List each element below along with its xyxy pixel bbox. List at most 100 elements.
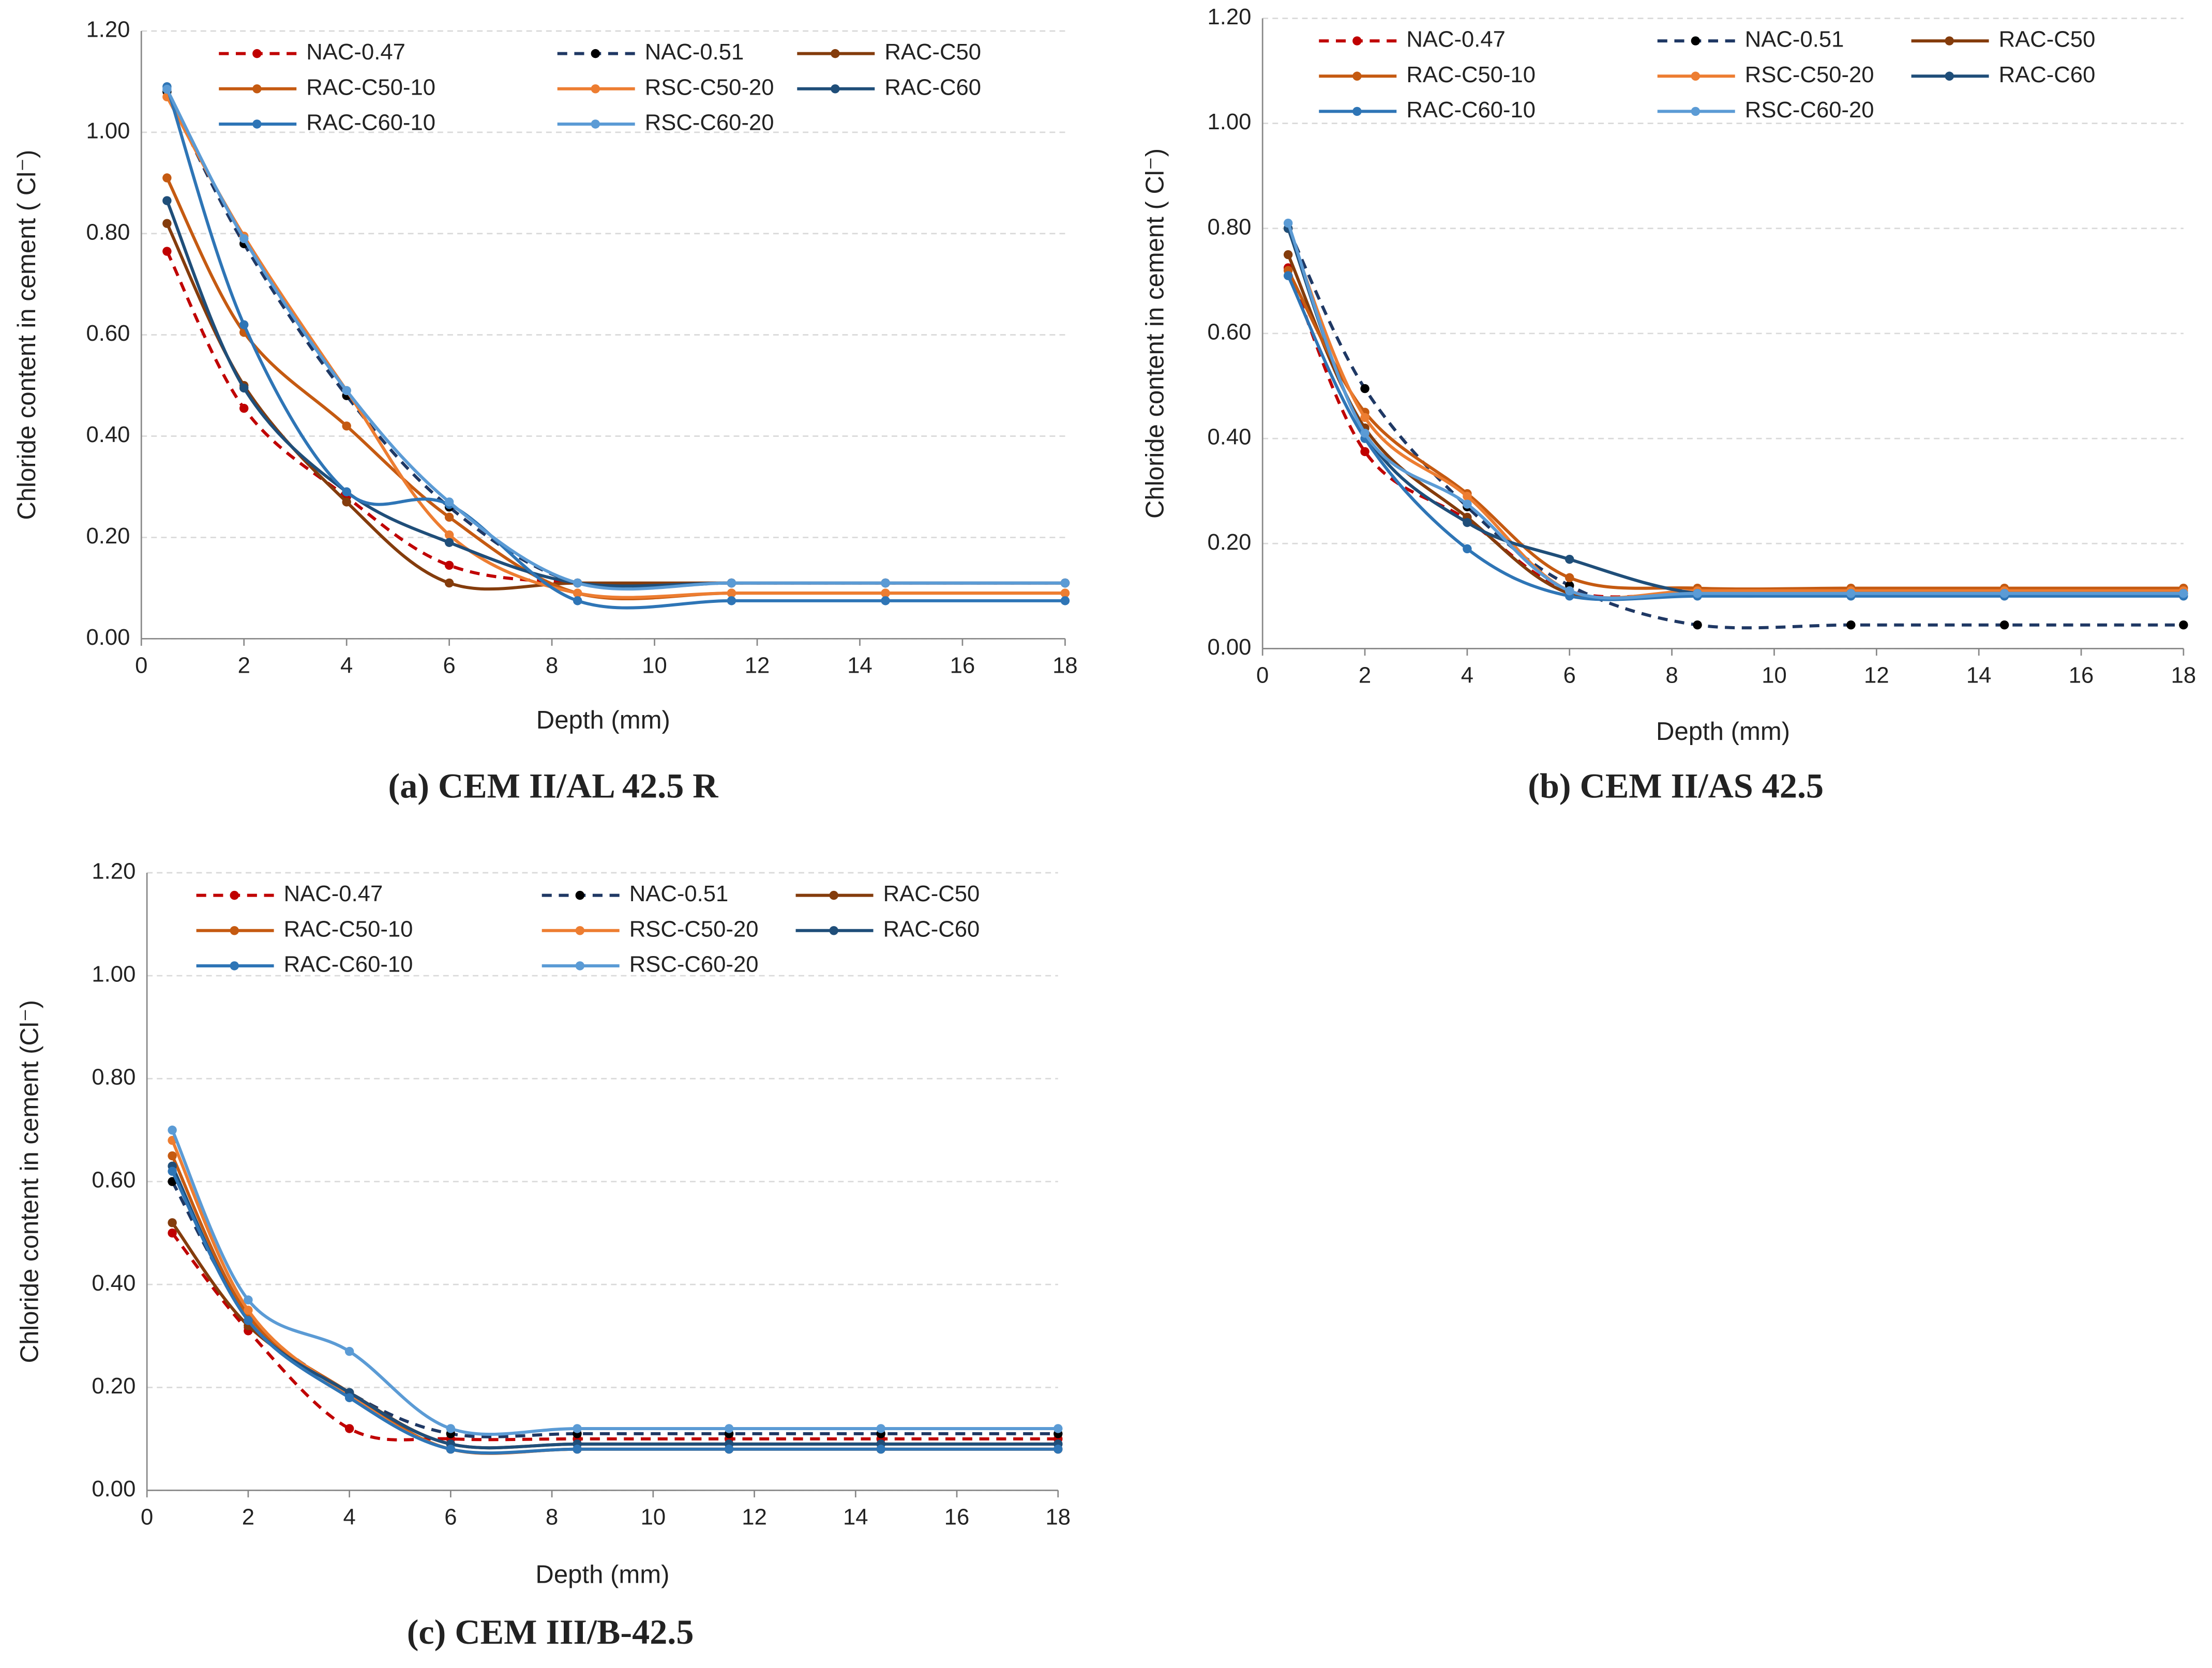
series-line [1286, 267, 2184, 599]
x-axis-label: Depth (mm) [536, 706, 670, 734]
data-point [244, 1306, 253, 1315]
legend-marker [1691, 107, 1701, 116]
data-point [342, 421, 351, 431]
x-tick-label: 12 [745, 653, 770, 678]
series-line [165, 91, 1065, 590]
chart-title: (a) CEM II/AL 42.5 R [388, 766, 719, 806]
y-tick-label: 0.20 [1207, 530, 1251, 555]
x-tick-label: 18 [1046, 1505, 1071, 1529]
legend-marker [252, 49, 262, 58]
data-point [1463, 492, 1472, 501]
x-tick-label: 16 [2069, 663, 2094, 688]
series-line [171, 1155, 1058, 1455]
chart-title: (c) CEM III/B-42.5 [407, 1612, 694, 1651]
series-line [1287, 269, 2184, 591]
legend-marker [1691, 71, 1701, 81]
legend-label: RAC-C60 [884, 75, 981, 100]
x-tick-label: 4 [1461, 663, 1473, 688]
x-tick-label: 2 [242, 1505, 254, 1529]
data-point [344, 1346, 354, 1356]
data-point [162, 219, 172, 228]
series-line [171, 1140, 1058, 1455]
chart: 0.00 0.20 0.40 0.60 0.80 1.00 1.20 0 2 4 6 8 10 12 14 1… [13, 18, 1078, 806]
legend-label: RAC-C60-10 [306, 111, 435, 135]
y-tick-label: 1.00 [92, 962, 136, 987]
legend-marker [591, 49, 600, 58]
series-line [1286, 254, 2184, 601]
series-line [171, 1232, 1058, 1442]
data-point [342, 386, 351, 396]
x-axis-label: Depth (mm) [535, 1561, 669, 1589]
legend-marker [575, 890, 585, 900]
data-point [724, 1445, 734, 1454]
legend-marker [1691, 36, 1701, 46]
legend-label: RAC-C50-10 [306, 75, 435, 100]
y-tick-label: 1.20 [86, 18, 130, 42]
legend-label: RSC-C60-20 [645, 111, 774, 135]
data-point [727, 588, 736, 598]
data-point [162, 173, 172, 183]
data-point [444, 530, 454, 540]
y-tick-label: 0.60 [86, 321, 130, 346]
x-tick-label: 6 [1563, 663, 1576, 688]
y-tick-label: 0.80 [86, 220, 130, 245]
legend-label: RAC-C50 [1999, 27, 2096, 52]
legend-label: RSC-C60-20 [629, 952, 759, 977]
data-point [168, 1166, 177, 1176]
data-point [1360, 413, 1370, 422]
data-point [446, 1424, 456, 1433]
legend-marker [831, 49, 840, 58]
legend-label: RSC-C60-20 [1745, 98, 1874, 123]
y-tick-label: 0.00 [1207, 635, 1251, 660]
data-point [573, 596, 582, 605]
data-point [1565, 554, 1574, 564]
data-point [724, 1424, 734, 1433]
data-point [168, 1125, 177, 1135]
data-point [727, 578, 736, 588]
series-line [171, 1129, 1058, 1436]
x-tick-label: 14 [843, 1505, 868, 1529]
x-tick-label: 2 [238, 653, 250, 678]
legend-marker [575, 926, 585, 935]
data-point [342, 497, 351, 507]
series-line [165, 88, 1065, 591]
data-point [1283, 218, 1293, 228]
legend-label: RAC-C60 [883, 917, 980, 942]
x-tick-label: 8 [546, 1505, 558, 1529]
data-point [1360, 384, 1370, 393]
legend-label: RAC-C60-10 [284, 952, 413, 977]
legend-marker [1352, 71, 1362, 81]
x-tick-label: 18 [1052, 653, 1078, 678]
y-tick-label: 0.00 [86, 625, 130, 650]
data-point [239, 403, 249, 413]
series-line [165, 222, 1065, 591]
data-point [1999, 620, 2009, 630]
chart: 0.00 0.20 0.40 0.60 0.80 1.00 1.20 0 2 4 6 8 10 12 14 1… [16, 859, 1071, 1651]
data-point [1999, 589, 2009, 598]
data-point [727, 596, 736, 605]
series-line [1286, 222, 2184, 600]
data-point [881, 588, 890, 598]
y-tick-label: 1.00 [86, 118, 130, 143]
x-tick-label: 0 [135, 653, 147, 678]
series-line [165, 96, 1065, 599]
data-point [162, 196, 172, 205]
data-point [2179, 620, 2188, 630]
x-tick-label: 18 [2171, 663, 2196, 688]
data-point [344, 1424, 354, 1433]
data-point [239, 320, 249, 329]
y-axis-label: Chloride content in cement ( Cl⁻) [13, 150, 41, 520]
data-point [573, 1445, 582, 1454]
data-point [239, 234, 249, 244]
data-point [244, 1295, 253, 1305]
x-tick-label: 16 [950, 653, 975, 678]
data-point [881, 596, 890, 605]
legend-marker [1352, 107, 1362, 116]
data-point [1846, 620, 1856, 630]
y-tick-label: 0.40 [92, 1271, 136, 1296]
legend-label: RAC-C50 [883, 882, 980, 906]
data-point [1360, 447, 1370, 457]
data-point [1463, 544, 1472, 554]
x-tick-label: 4 [343, 1505, 356, 1529]
